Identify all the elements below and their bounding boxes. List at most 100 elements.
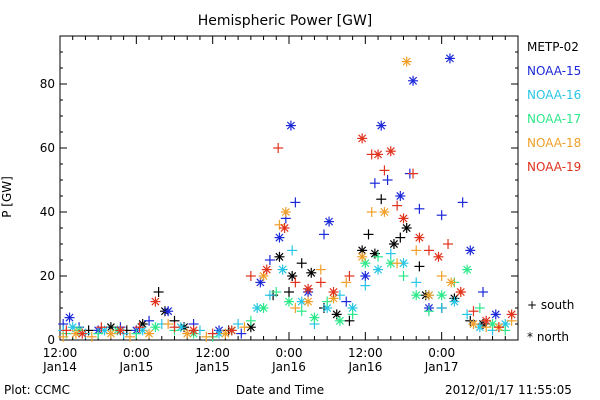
data-point	[150, 296, 161, 307]
data-point	[96, 322, 107, 333]
y-tick-label: 60	[40, 141, 55, 155]
data-point	[385, 258, 396, 269]
data-point	[303, 283, 314, 294]
x-tick-label: 12:00	[195, 346, 230, 360]
legend-item-noaa-15: NOAA-15	[527, 64, 582, 78]
data-point	[153, 287, 164, 297]
data-point	[93, 328, 104, 339]
data-point	[411, 277, 422, 288]
data-point	[398, 258, 409, 269]
data-point	[401, 223, 412, 233]
data-point	[328, 287, 339, 297]
data-point	[239, 322, 250, 333]
data-point	[385, 146, 396, 157]
data-point	[309, 312, 320, 323]
data-point	[134, 322, 145, 333]
x-tick-sublabel: Jan16	[271, 360, 306, 374]
data-point	[423, 245, 434, 256]
data-point	[233, 319, 244, 329]
data-point	[373, 149, 384, 160]
legend-item-noaa-18: NOAA-18	[527, 136, 582, 150]
data-point	[287, 245, 298, 256]
data-point	[360, 280, 371, 291]
series-noaa-17	[61, 251, 511, 342]
data-point	[379, 207, 390, 217]
data-point	[273, 143, 284, 153]
data-point	[207, 328, 218, 339]
data-point	[376, 194, 387, 205]
data-point	[468, 306, 479, 317]
data-point	[360, 258, 371, 269]
chart-title: Hemispheric Power [GW]	[197, 13, 373, 29]
data-point	[436, 210, 447, 221]
data-point	[226, 325, 237, 336]
legend-item-noaa-17: NOAA-17	[527, 112, 582, 126]
data-point	[414, 203, 425, 214]
x-axis-label: Date and Time	[235, 383, 325, 397]
data-point	[318, 229, 329, 240]
legend-item-noaa-19: NOAA-19	[527, 160, 582, 174]
data-point	[455, 287, 466, 297]
data-point	[446, 277, 457, 288]
data-point	[105, 328, 116, 339]
data-point	[277, 264, 288, 275]
data-point	[58, 331, 69, 342]
x-tick-sublabel: Jan15	[195, 360, 230, 374]
data-point	[306, 267, 317, 278]
x-tick-label: 12:00	[43, 346, 78, 360]
data-point	[411, 245, 422, 256]
y-axis-label: P [GW]	[0, 176, 14, 218]
data-point	[274, 251, 285, 262]
data-point	[245, 315, 256, 326]
data-point	[334, 315, 345, 326]
y-tick-label: 20	[40, 269, 55, 283]
x-tick-label: 0:00	[428, 346, 455, 360]
series-noaa-19	[61, 133, 517, 339]
data-point	[131, 328, 142, 339]
x-tick-sublabel: Jan16	[347, 360, 382, 374]
data-point	[449, 296, 460, 307]
data-point	[261, 264, 272, 275]
data-point	[274, 232, 285, 243]
data-point	[86, 331, 97, 342]
data-point	[376, 120, 387, 131]
x-tick-label: 0:00	[276, 346, 303, 360]
data-point	[357, 133, 368, 144]
data-point	[182, 328, 193, 339]
data-point	[379, 165, 390, 176]
data-point	[284, 287, 294, 297]
data-point	[444, 53, 455, 64]
data-point	[324, 216, 335, 227]
y-tick-label: 80	[40, 77, 55, 91]
data-point	[357, 251, 368, 262]
data-point	[436, 303, 447, 313]
data-point	[443, 239, 454, 249]
data-point	[369, 178, 380, 189]
north-symbol-legend: * north	[527, 330, 570, 344]
data-point	[433, 251, 444, 262]
data-point	[363, 229, 374, 240]
data-point	[296, 306, 307, 317]
data-point	[385, 248, 396, 259]
data-point	[144, 315, 155, 326]
data-point	[315, 277, 326, 288]
data-point	[290, 197, 301, 208]
x-tick-label: 0:00	[123, 346, 150, 360]
data-point	[423, 290, 434, 301]
x-tick-label: 12:00	[348, 346, 383, 360]
data-point	[144, 328, 155, 339]
y-tick-label: 40	[40, 205, 55, 219]
data-point	[284, 296, 294, 307]
data-point	[465, 245, 476, 256]
data-point	[115, 325, 126, 336]
data-point	[290, 303, 301, 313]
data-point	[344, 315, 355, 326]
data-point	[296, 258, 307, 269]
data-point	[411, 290, 422, 301]
data-point	[258, 303, 269, 313]
data-point	[408, 168, 419, 179]
data-point	[373, 264, 384, 275]
legend-item-noaa-16: NOAA-16	[527, 88, 582, 102]
data-point	[341, 277, 352, 288]
